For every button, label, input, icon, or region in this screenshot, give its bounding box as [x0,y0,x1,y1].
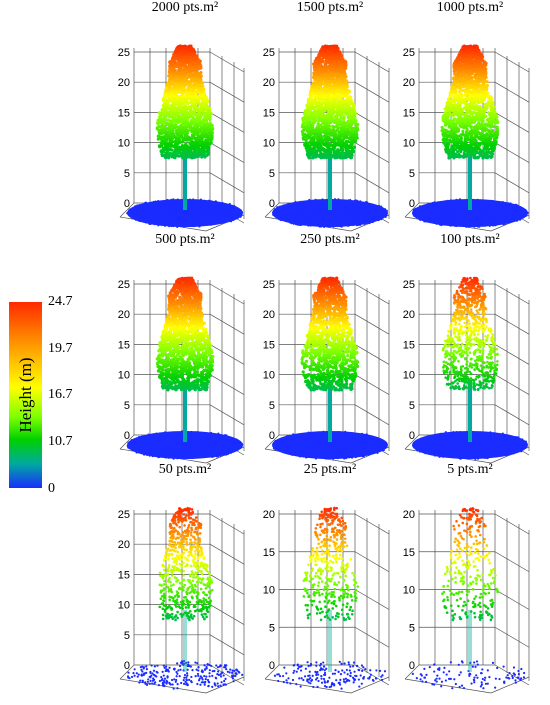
z-tick-label: 20 [118,77,130,89]
z-tick-label: 15 [263,339,275,351]
z-tick-label: 5 [269,622,275,634]
point-cloud-panel: 1500 pts.m² 25 20 15 10 5 0 [255,0,405,220]
crown-points [442,277,499,391]
point-cloud-plot: 25 20 15 10 5 0 [395,250,545,475]
z-tick-label: 0 [124,660,130,672]
crown-points [441,507,499,621]
z-tick-label: 10 [118,138,130,150]
z-tick-label: 25 [403,47,415,59]
panel-title: 5 pts.m² [395,462,545,478]
point-cloud-plot: 25 20 15 10 5 0 [255,18,405,243]
panel-title: 250 pts.m² [255,232,405,248]
point-cloud-panel: 100 pts.m² 25 20 15 10 5 0 [395,232,545,452]
panel-title: 100 pts.m² [395,232,545,248]
z-tick-label: 20 [263,509,275,521]
colorbar-tick: 19.7 [48,342,73,356]
z-tick-label: 5 [269,400,275,412]
point-cloud-plot: 20 15 10 5 0 [395,480,545,705]
z-tick-label: 20 [263,77,275,89]
point-cloud-plot: 25 20 15 10 5 0 [110,480,260,705]
z-tick-label: 10 [403,138,415,150]
panel-title: 500 pts.m² [110,232,260,248]
point-cloud-panel: 5 pts.m² 20 15 10 5 0 [395,462,545,682]
panel-title: 2000 pts.m² [110,0,260,16]
z-tick-label: 20 [118,309,130,321]
point-cloud-panel: 500 pts.m² 25 20 15 10 5 0 [110,232,260,452]
point-cloud-plot: 20 15 10 5 0 [255,480,405,705]
z-tick-label: 10 [118,600,130,612]
z-tick-label: 10 [403,585,415,597]
z-tick-label: 20 [118,539,130,551]
z-tick-label: 15 [118,569,130,581]
z-tick-label: 5 [269,168,275,180]
z-tick-label: 0 [409,430,415,442]
point-cloud-plot: 25 20 15 10 5 0 [110,250,260,475]
z-tick-label: 10 [263,138,275,150]
z-tick-label: 0 [269,430,275,442]
z-tick-label: 25 [263,47,275,59]
z-tick-label: 0 [124,198,130,210]
crown-points [158,507,213,621]
z-tick-label: 10 [118,370,130,382]
z-tick-label: 5 [124,168,130,180]
z-tick-label: 25 [403,279,415,291]
crown-points [301,277,360,392]
z-tick-label: 25 [118,279,130,291]
axes-box [405,510,529,693]
z-tick-label: 0 [124,430,130,442]
panel-title: 1000 pts.m² [395,0,545,16]
z-tick-label: 10 [403,370,415,382]
z-tick-label: 0 [409,660,415,672]
z-tick-label: 25 [118,47,130,59]
z-tick-label: 20 [403,509,415,521]
point-cloud-panel: 2000 pts.m² 25 20 15 10 5 0 [110,0,260,220]
z-tick-label: 5 [409,622,415,634]
z-tick-label: 0 [409,198,415,210]
z-tick-label: 5 [124,630,130,642]
point-cloud-panel: 1000 pts.m² 25 20 15 10 5 0 [395,0,545,220]
colorbar-legend: Height (m) 24.7 19.7 16.7 10.7 0 [6,302,76,492]
colorbar-tick: 24.7 [48,295,73,309]
z-tick-label: 20 [263,309,275,321]
z-tick-label: 25 [263,279,275,291]
trunk-points [468,380,472,442]
colorbar-title: Height (m) [16,357,36,432]
z-tick-label: 15 [403,547,415,559]
trunk-points [468,610,472,672]
z-tick-label: 5 [409,168,415,180]
z-tick-label: 15 [403,107,415,119]
point-cloud-panel: 25 pts.m² 20 15 10 5 0 [255,462,405,682]
panel-title: 50 pts.m² [110,462,260,478]
axes-box [265,510,389,693]
point-cloud-plot: 25 20 15 10 5 0 [110,18,260,243]
z-tick-label: 15 [118,339,130,351]
z-tick-label: 25 [118,509,130,521]
panel-title: 1500 pts.m² [255,0,405,16]
z-tick-label: 10 [263,585,275,597]
point-cloud-panel: 250 pts.m² 25 20 15 10 5 0 [255,232,405,452]
z-tick-label: 20 [403,77,415,89]
z-tick-label: 5 [124,400,130,412]
crown-points [441,44,500,159]
trunk-points [183,610,187,672]
z-tick-label: 15 [118,107,130,119]
colorbar-tick: 0 [48,482,55,496]
colorbar-tick: 10.7 [48,435,73,449]
point-cloud-plot: 25 20 15 10 5 0 [395,18,545,243]
z-tick-label: 0 [269,660,275,672]
z-tick-label: 15 [403,339,415,351]
z-tick-label: 0 [269,198,275,210]
z-tick-label: 15 [263,107,275,119]
point-cloud-plot: 25 20 15 10 5 0 [255,250,405,475]
z-tick-label: 10 [263,370,275,382]
panel-title: 25 pts.m² [255,462,405,478]
z-tick-label: 5 [409,400,415,412]
colorbar-tick: 16.7 [48,388,73,402]
z-tick-label: 20 [403,309,415,321]
z-tick-label: 15 [263,547,275,559]
point-cloud-panel: 50 pts.m² 25 20 15 10 5 0 [110,462,260,682]
